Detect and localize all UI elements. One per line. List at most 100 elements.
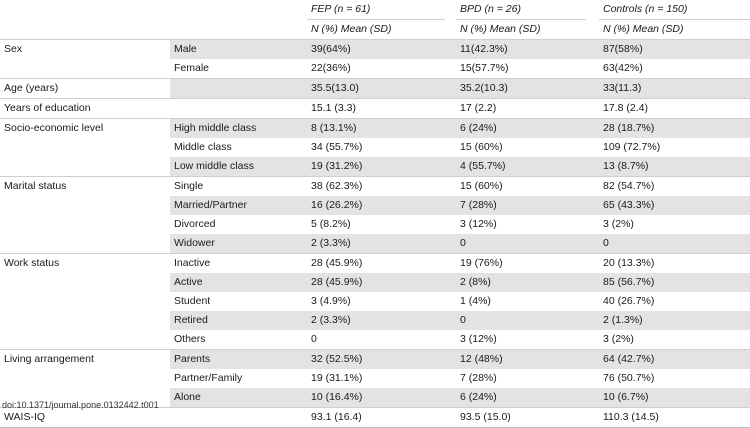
table-row: Marital status Single 38 (62.3%) 15 (60%) 82… — [0, 176, 750, 196]
row-subcategory: Low middle class — [170, 157, 307, 177]
cell-controls: 17.8 (2.4) — [599, 98, 750, 119]
cell-bpd: 6 (24%) — [456, 388, 586, 408]
cell-fep: 28 (45.9%) — [307, 253, 445, 273]
cell-controls: 2 (1.3%) — [599, 311, 750, 330]
gap — [586, 20, 599, 40]
cell-controls: 110.3 (14.5) — [599, 407, 750, 428]
cell-fep: 34 (55.7%) — [311, 141, 363, 153]
table-row: Age (years) 35.5(13.0) 35.2(10.3) 33(11.3) — [0, 78, 750, 99]
row-category — [0, 369, 170, 388]
cell-gap — [586, 407, 599, 428]
cell-controls: 85 (56.7%) — [599, 273, 750, 292]
cell-gap — [445, 196, 456, 215]
subheader-row: N (%) Mean (SD) N (%) Mean (SD) N (%) Me… — [0, 20, 750, 40]
cell-bpd: 15 (60%) — [460, 141, 503, 153]
cell-gap — [445, 78, 456, 99]
row-category — [0, 59, 170, 79]
table-row: Married/Partner 16 (26.2%) 7 (28%) 65 (43.3… — [0, 196, 750, 215]
cell-fep: 0 — [311, 333, 317, 345]
row-category — [0, 196, 170, 215]
cell-gap — [445, 215, 456, 234]
cell-controls: 20 (13.3%) — [599, 253, 750, 273]
row-category: Work status — [0, 253, 170, 273]
cell-fep: 5 (8.2%) — [311, 218, 351, 230]
cell-controls: 87(58%) — [599, 39, 750, 59]
row-category — [0, 138, 170, 157]
cell-bpd: 11(42.3%) — [456, 39, 586, 59]
cell-gap — [586, 196, 599, 215]
row-category — [0, 311, 170, 330]
table-row: Widower 2 (3.3%) 0 0 — [0, 234, 750, 254]
cell-fep: 8 (13.1%) — [307, 118, 445, 138]
row-subcategory: Married/Partner — [170, 196, 307, 215]
cell-controls: 64 (42.7%) — [599, 349, 750, 369]
row-subcategory — [170, 407, 307, 428]
cell-gap — [445, 253, 456, 273]
cell-gap — [586, 349, 599, 369]
header-empty — [170, 20, 307, 40]
row-subcategory: Others — [174, 333, 206, 345]
cell-fep: 35.5(13.0) — [307, 78, 445, 99]
row-category: Marital status — [0, 176, 170, 196]
table-row: Retired 2 (3.3%) 0 2 (1.3%) — [0, 311, 750, 330]
cell-gap — [445, 138, 456, 157]
cell-bpd: 93.5 (15.0) — [456, 407, 586, 428]
gap — [445, 20, 456, 40]
cell-bpd: 0 — [456, 311, 586, 330]
row-category — [0, 215, 170, 234]
table-row: Low middle class 19 (31.2%) 4 (55.7%) 13 (8… — [0, 157, 750, 177]
cell-gap — [586, 138, 599, 157]
cell-gap — [445, 407, 456, 428]
row-category: Living arrangement — [0, 349, 170, 369]
cell-gap — [586, 215, 599, 234]
cell-gap — [445, 59, 456, 79]
cell-fep: 93.1 (16.4) — [307, 407, 445, 428]
row-subcategory: High middle class — [170, 118, 307, 138]
row-subcategory: Female — [174, 62, 210, 74]
cell-gap — [586, 330, 599, 350]
table-row: Female 22(36%) 15(57.7%) 63(42%) — [0, 59, 750, 79]
row-subcategory: Single — [170, 176, 307, 196]
cell-fep: 3 (4.9%) — [311, 295, 351, 307]
row-subcategory: Middle class — [174, 141, 232, 153]
table-row: Socio-economic level High middle class 8 (… — [0, 118, 750, 138]
cell-gap — [445, 330, 456, 350]
cell-gap — [445, 311, 456, 330]
row-subcategory: Partner/Family — [174, 372, 243, 384]
cell-controls: 65 (43.3%) — [599, 196, 750, 215]
cell-gap — [586, 39, 599, 59]
subheader-bpd: N (%) Mean (SD) — [460, 23, 541, 35]
row-subcategory: Parents — [170, 349, 307, 369]
cell-gap — [445, 118, 456, 138]
row-subcategory: Widower — [170, 234, 307, 254]
cell-gap — [586, 98, 599, 119]
cell-gap — [586, 234, 599, 254]
cell-bpd: 17 (2.2) — [456, 98, 586, 119]
cell-gap — [586, 59, 599, 79]
row-category: WAIS-IQ — [0, 407, 170, 428]
cell-gap — [586, 118, 599, 138]
row-subcategory: Male — [170, 39, 307, 59]
row-subcategory: Alone — [170, 388, 307, 408]
cell-bpd: 7 (28%) — [456, 196, 586, 215]
cell-bpd: 1 (4%) — [460, 295, 491, 307]
cell-gap — [445, 349, 456, 369]
cell-bpd: 12 (48%) — [456, 349, 586, 369]
table-row: Partner/Family 19 (31.1%) 7 (28%) 76 (50.7%… — [0, 369, 750, 388]
row-category: Socio-economic level — [0, 118, 170, 138]
cell-controls: 0 — [599, 234, 750, 254]
row-subcategory: Student — [174, 295, 211, 307]
cell-bpd: 7 (28%) — [460, 372, 497, 384]
cell-bpd: 0 — [456, 234, 586, 254]
cell-fep: 22(36%) — [311, 62, 351, 74]
cell-fep: 19 (31.1%) — [311, 372, 363, 384]
cell-bpd: 6 (24%) — [456, 118, 586, 138]
row-subcategory — [170, 78, 307, 99]
cell-controls: 13 (8.7%) — [599, 157, 750, 177]
column-header-controls: Controls (n = 150) — [599, 0, 750, 20]
cell-fep: 28 (45.9%) — [307, 273, 445, 292]
table-row: Sex Male 39(64%) 11(42.3%) 87(58%) — [0, 39, 750, 59]
cell-gap — [586, 273, 599, 292]
cell-controls: 10 (6.7%) — [599, 388, 750, 408]
row-category — [0, 234, 170, 254]
